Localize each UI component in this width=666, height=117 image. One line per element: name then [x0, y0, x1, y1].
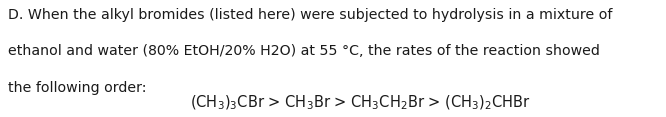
- Text: the following order:: the following order:: [8, 81, 147, 95]
- Text: (CH$_3$)$_3$CBr > CH$_3$Br > CH$_3$CH$_2$Br > (CH$_3$)$_2$CHBr: (CH$_3$)$_3$CBr > CH$_3$Br > CH$_3$CH$_2…: [190, 94, 531, 112]
- Text: D. When the alkyl bromides (listed here) were subjected to hydrolysis in a mixtu: D. When the alkyl bromides (listed here)…: [8, 8, 612, 22]
- Text: ethanol and water (80% EtOH/20% H2O) at 55 °C, the rates of the reaction showed: ethanol and water (80% EtOH/20% H2O) at …: [8, 44, 600, 58]
